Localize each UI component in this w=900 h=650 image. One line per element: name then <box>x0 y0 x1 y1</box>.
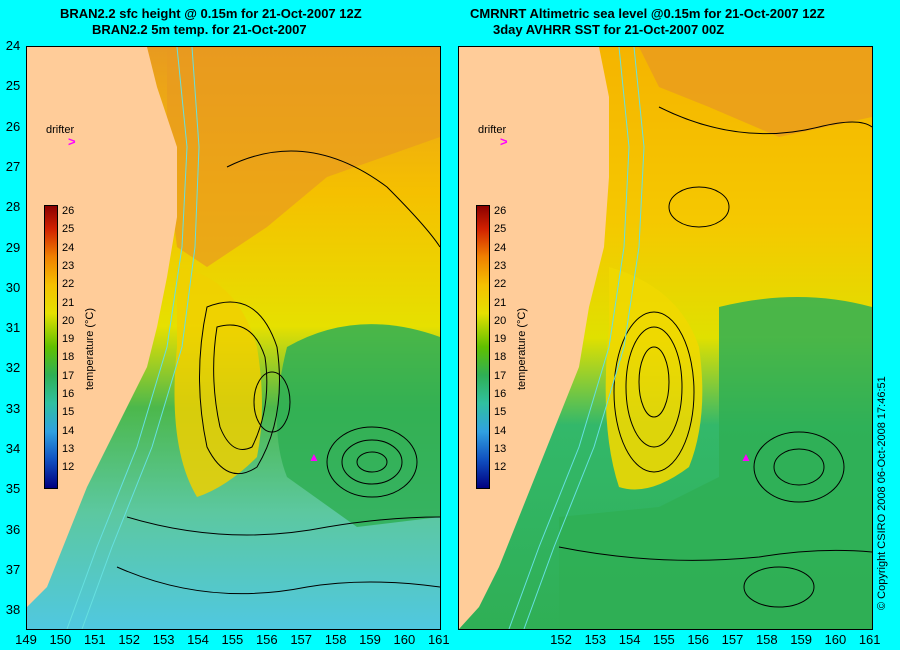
colorbar-tick: 26 <box>494 205 507 217</box>
colorbar-tick: 16 <box>62 388 75 400</box>
longitude-tick: 151 <box>83 632 106 647</box>
longitude-tick: 158 <box>324 632 347 647</box>
colorbar-tick: 26 <box>62 205 75 217</box>
colorbar-tick: 20 <box>62 314 75 327</box>
colorbar-tick: 23 <box>494 259 507 272</box>
colorbar-tick: 19 <box>62 333 75 346</box>
colorbar-tick: 14 <box>62 424 75 437</box>
right-drifter-track: ▲ <box>740 450 752 464</box>
left-map-panel <box>26 46 441 630</box>
left-map-svg <box>27 47 440 629</box>
colorbar-tick: 22 <box>494 278 507 291</box>
right-title-line2: 3day AVHRR SST for 21-Oct-2007 00Z <box>493 22 725 37</box>
longitude-tick: 160 <box>393 632 416 647</box>
colorbar-tick: 23 <box>62 259 75 272</box>
colorbar-tick: 15 <box>62 406 75 419</box>
left-title-line1: BRAN2.2 sfc height @ 0.15m for 21-Oct-20… <box>60 6 362 21</box>
cool-eddy-region <box>559 297 872 629</box>
latitude-tick: 30 <box>5 279 21 295</box>
latitude-tick: 33 <box>5 400 21 416</box>
latitude-tick: 36 <box>5 521 21 537</box>
right-title-line1: CMRNRT Altimetric sea level @0.15m for 2… <box>470 6 825 21</box>
longitude-tick: 159 <box>790 632 812 647</box>
latitude-tick: 28 <box>5 199 21 215</box>
longitude-tick: 155 <box>221 632 244 647</box>
right-map-panel <box>458 46 873 630</box>
longitude-tick: 149 <box>15 632 37 647</box>
latitude-tick: 24 <box>5 38 21 53</box>
colorbar-tick: 13 <box>494 442 507 455</box>
left-drifter-track: ▲ <box>308 450 320 464</box>
longitude-tick: 161 <box>858 632 881 647</box>
warm-core <box>167 47 440 267</box>
longitude-tick: 157 <box>290 632 313 647</box>
colorbar-tick: 19 <box>494 333 507 346</box>
sea-level-contours <box>116 150 440 595</box>
land-mass <box>459 47 609 629</box>
sea-level-contours <box>558 106 872 608</box>
colorbar-tick: 20 <box>494 314 507 327</box>
left-drifter-marker: > <box>68 134 76 149</box>
colorbar-tick: 25 <box>494 223 507 236</box>
colorbar-tick: 14 <box>494 424 507 437</box>
colorbar-tick: 12 <box>62 461 75 474</box>
colorbar-tick: 12 <box>494 461 507 474</box>
right-drifter-marker: > <box>500 134 508 149</box>
colorbar-tick: 24 <box>62 241 75 254</box>
cool-eddy-region <box>277 324 440 527</box>
colorbar-tick: 17 <box>62 369 75 382</box>
right-map-svg <box>459 47 872 629</box>
longitude-tick: 160 <box>824 632 847 647</box>
longitude-tick: 153 <box>152 632 175 647</box>
colorbar-tick: 16 <box>494 388 507 400</box>
longitude-tick: 150 <box>49 632 72 647</box>
colorbar-tick: 25 <box>62 223 75 236</box>
right-colorbar-title: temperature (°C) <box>516 307 528 390</box>
longitude-tick: 156 <box>687 632 710 647</box>
latitude-tick: 27 <box>5 158 21 174</box>
colorbar-tick: 18 <box>62 351 75 364</box>
colorbar-tick: 24 <box>494 241 507 254</box>
latitude-tick: 26 <box>5 118 21 134</box>
latitude-tick: 25 <box>5 78 21 94</box>
longitude-tick: 154 <box>618 632 641 647</box>
colorbar-tick: 17 <box>494 369 507 382</box>
latitude-tick: 29 <box>5 239 21 255</box>
bathymetry-contours <box>508 47 645 629</box>
latitude-tick: 34 <box>5 441 21 456</box>
warm-core <box>639 47 872 137</box>
longitude-tick: 161 <box>427 632 450 647</box>
longitude-tick: 157 <box>721 632 744 647</box>
left-title-line2: BRAN2.2 5m temp. for 21-Oct-2007 <box>92 22 307 37</box>
colorbar-tick: 13 <box>62 442 75 455</box>
colorbar-tick: 15 <box>494 406 507 419</box>
longitude-tick: 158 <box>755 632 778 647</box>
latitude-tick: 35 <box>5 481 21 497</box>
right-colorbar <box>476 205 490 489</box>
latitude-tick: 38 <box>5 602 21 618</box>
latitude-tick: 31 <box>5 320 21 336</box>
warm-tongue <box>174 267 262 497</box>
longitude-tick: 154 <box>187 632 209 647</box>
right-drifter-label: drifter <box>478 124 507 136</box>
longitude-tick: 159 <box>359 632 381 647</box>
left-colorbar-title: temperature (°C) <box>84 307 96 390</box>
copyright-text: © Copyright CSIRO 2008 06-Oct-2008 17:46… <box>876 376 888 610</box>
left-drifter-label: drifter <box>46 124 75 136</box>
colorbar-tick: 22 <box>62 278 75 291</box>
colorbar-tick: 21 <box>494 296 507 309</box>
warm-tongue <box>605 267 703 490</box>
land-mass <box>27 47 177 607</box>
left-colorbar <box>44 205 58 489</box>
longitude-tick: 153 <box>584 632 607 647</box>
latitude-tick: 37 <box>5 561 21 577</box>
longitude-tick: 155 <box>653 632 675 647</box>
longitude-tick: 156 <box>255 632 278 647</box>
latitude-tick: 32 <box>5 360 21 376</box>
bathymetry-contours <box>66 47 200 629</box>
longitude-tick: 152 <box>118 632 141 647</box>
longitude-tick: 152 <box>550 632 572 647</box>
colorbar-tick: 18 <box>494 351 507 364</box>
colorbar-tick: 21 <box>62 296 75 309</box>
